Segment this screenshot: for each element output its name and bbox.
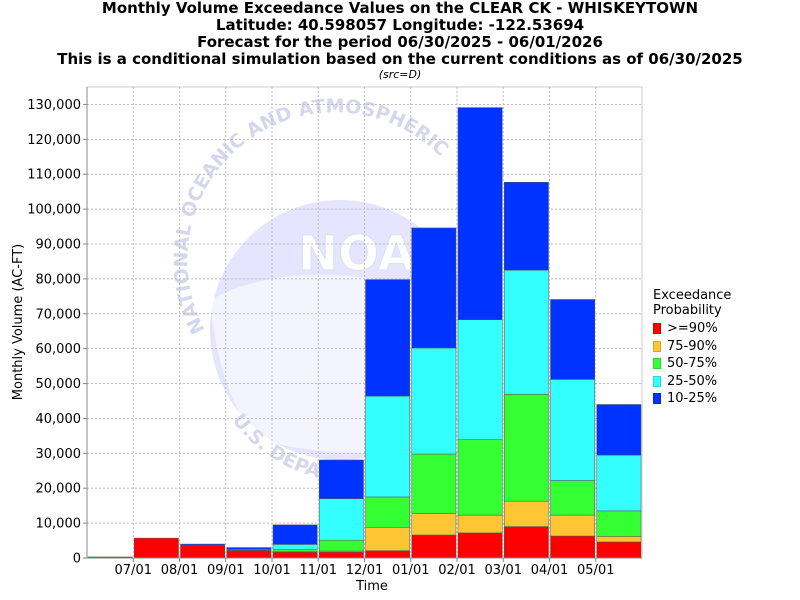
bar-segment-75-90-: [504, 500, 549, 527]
legend-title: Exceedance Probability: [653, 288, 732, 318]
y-tick-label: 30,000: [36, 447, 82, 462]
x-tick-label: 05/01: [577, 563, 614, 578]
legend-item: 75-90%: [653, 338, 800, 356]
bar-segment--90-: [134, 537, 179, 559]
x-tick-label: 07/01: [115, 563, 152, 578]
bar-segment-75-90-: [365, 527, 410, 551]
bar-segment-10-25-: [411, 227, 457, 349]
x-tick-label: 01/01: [392, 563, 429, 578]
bar-segment-50-75-: [272, 549, 318, 552]
bar-segment-75-90-: [550, 514, 595, 537]
bar-segment-25-50-: [411, 347, 457, 455]
chart-subtitle-period: Forecast for the period 06/30/2025 - 06/…: [197, 33, 603, 51]
bar-segment-10-25-: [365, 279, 410, 397]
bar-segment-50-75-: [504, 394, 549, 502]
bar-segment-10-25-: [504, 181, 549, 271]
bar-segment-10-25-: [550, 299, 595, 380]
bar-segment-50-75-: [319, 539, 364, 552]
bar-segment-25-50-: [504, 269, 549, 395]
bar-segment-50-75-: [411, 453, 457, 514]
x-tick-label: 04/01: [531, 563, 568, 578]
legend-label: 75-90%: [667, 338, 718, 354]
y-tick-label: 110,000: [27, 168, 81, 183]
chart-subtitle-location: Latitude: 40.598057 Longitude: -122.5369…: [215, 16, 585, 34]
bar-segment-25-50-: [596, 454, 642, 512]
y-tick-label: 100,000: [27, 203, 81, 218]
y-tick-label: 10,000: [36, 517, 82, 532]
legend-label: >=90%: [667, 321, 718, 337]
y-tick-label: 130,000: [27, 98, 81, 113]
bar-segment-50-75-: [457, 439, 503, 516]
y-tick-label: 90,000: [36, 238, 82, 253]
bar-segment-75-90-: [596, 536, 642, 543]
bar-segment-50-75-: [596, 510, 642, 537]
bar-segment--90-: [411, 534, 457, 559]
y-tick-label: 120,000: [27, 133, 81, 148]
bar-segment-10-25-: [457, 107, 503, 320]
chart-titles: Monthly Volume Exceedance Values on the …: [0, 0, 800, 82]
bar-segment-75-90-: [411, 513, 457, 536]
y-tick-label: 40,000: [36, 412, 82, 427]
chart-title: Monthly Volume Exceedance Values on the …: [101, 0, 699, 17]
bar-segment--90-: [596, 541, 642, 559]
chart-subtitle-conditions: This is a conditional simulation based o…: [57, 50, 743, 68]
bar-segment-10-25-: [226, 547, 272, 550]
bar-segment--90-: [457, 532, 503, 559]
legend-item: 50-75%: [653, 355, 800, 373]
bar-segment--90-: [319, 551, 364, 559]
bar-segment-10-25-: [272, 524, 318, 545]
x-tick-label: 12/01: [346, 563, 383, 578]
bar-segment--90-: [504, 526, 549, 559]
x-axis-title: Time: [355, 579, 388, 594]
legend-item: 25-50%: [653, 373, 800, 391]
bar-segment-25-50-: [365, 395, 410, 498]
legend-item: 10-25%: [653, 390, 800, 408]
x-tick-label: 08/01: [161, 563, 198, 578]
bar-segment--90-: [272, 551, 318, 559]
bar-segment-25-50-: [272, 544, 318, 550]
legend-swatch: [653, 393, 661, 405]
bar-segment--90-: [365, 550, 410, 559]
bar-segment--90-: [180, 544, 225, 559]
x-tick-label: 09/01: [207, 563, 244, 578]
y-tick-label: 60,000: [36, 342, 82, 357]
legend-swatch: [653, 375, 661, 387]
legend-swatch: [653, 340, 661, 352]
legend-swatch: [653, 323, 661, 335]
y-tick-label: 20,000: [36, 482, 82, 497]
bar-segment-10-25-: [596, 404, 642, 456]
y-axis-title: Monthly Volume (AC-FT): [11, 244, 26, 400]
legend: Exceedance Probability >=90% 75-90% 50-75%…: [653, 288, 800, 408]
x-tick-label: 11/01: [300, 563, 337, 578]
bar-segment-10-25-: [180, 543, 225, 546]
y-tick-label: 70,000: [36, 307, 82, 322]
y-tick-label: 0: [73, 552, 81, 567]
bar-segment-50-75-: [550, 480, 595, 516]
y-tick-label: 50,000: [36, 377, 82, 392]
x-tick-label: 02/01: [438, 563, 475, 578]
bar-segment-25-50-: [319, 498, 364, 541]
bar-segment-50-75-: [365, 496, 410, 528]
bar-segment--90-: [550, 535, 595, 559]
y-tick-label: 80,000: [36, 272, 82, 287]
bar-segment-25-50-: [457, 319, 503, 440]
legend-label: 50-75%: [667, 356, 718, 372]
legend-label: 10-25%: [667, 391, 718, 407]
bar-segment--90-: [226, 550, 272, 559]
x-tick-label: 03/01: [485, 563, 522, 578]
x-tick-label: 10/01: [253, 563, 290, 578]
legend-swatch: [653, 358, 661, 370]
legend-label: 25-50%: [667, 373, 718, 389]
chart-source-note: (src=D): [378, 68, 422, 81]
bar-segment-25-50-: [550, 379, 595, 481]
bar-segment-75-90-: [457, 514, 503, 534]
legend-item: >=90%: [653, 320, 800, 338]
bar-segment-10-25-: [319, 459, 364, 499]
